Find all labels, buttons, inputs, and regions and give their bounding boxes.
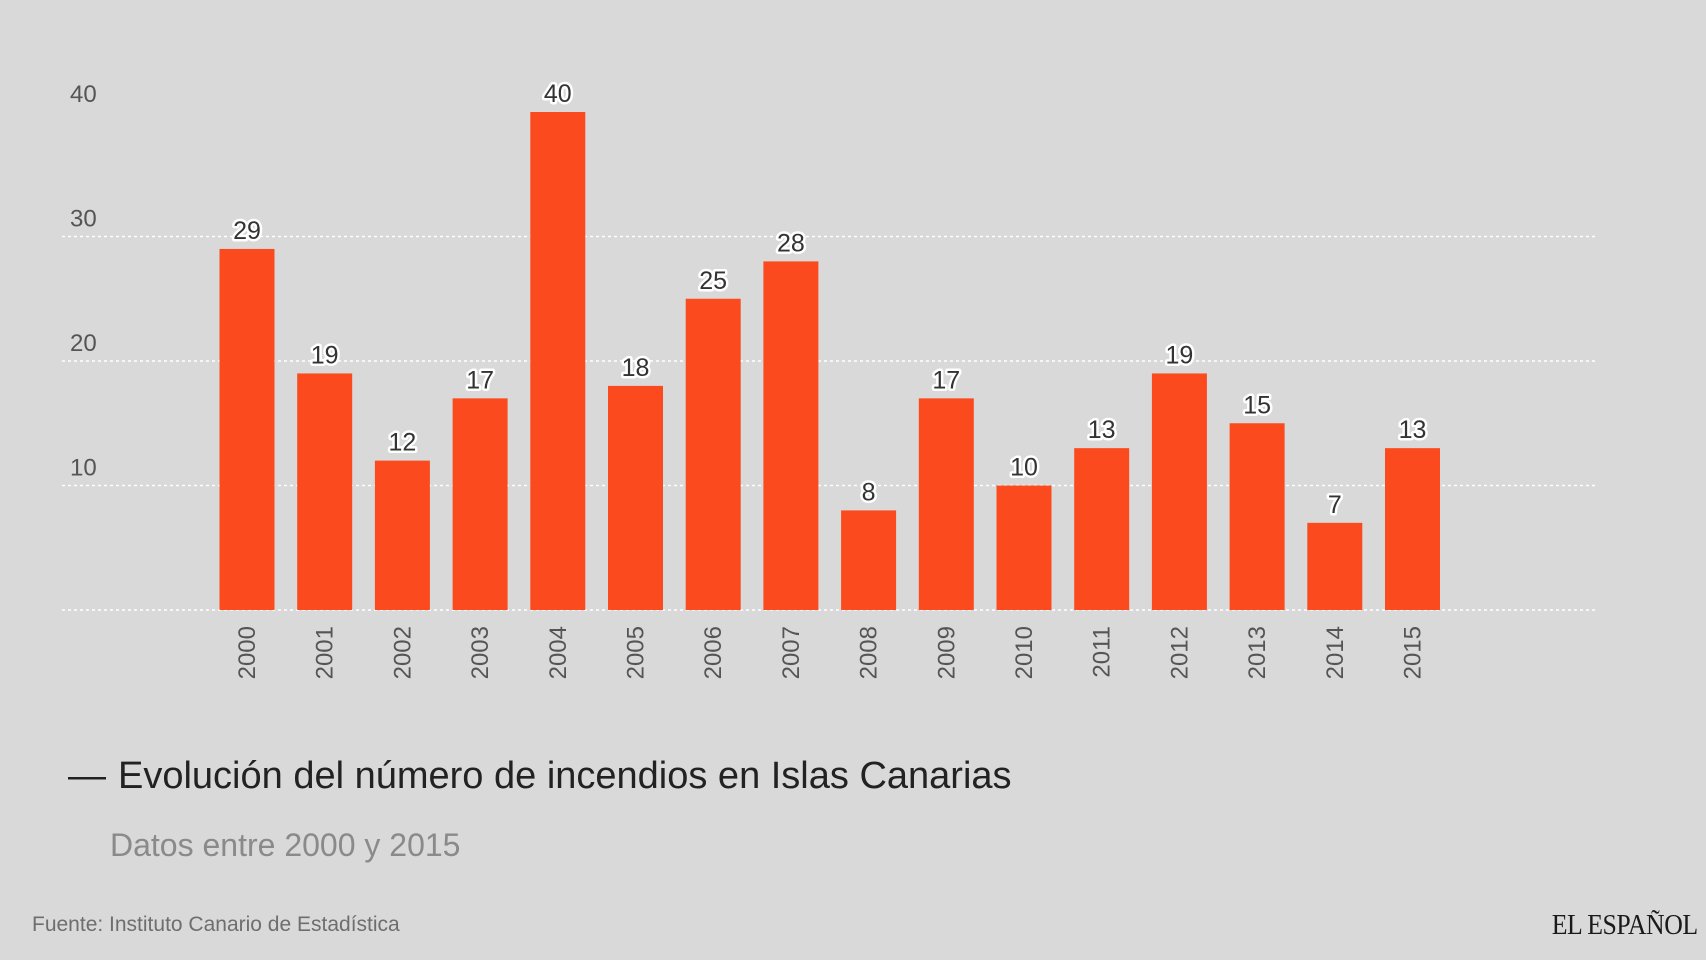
x-tick-label: 2008	[856, 626, 883, 679]
data-label-2002: 12	[388, 429, 416, 457]
data-label-2009: 17	[932, 366, 960, 394]
bar-2012	[1151, 373, 1207, 610]
x-tick-label: 2003	[467, 626, 494, 679]
data-label-2006: 25	[699, 267, 727, 295]
bar-2008	[841, 510, 897, 610]
data-label-2015: 13	[1399, 416, 1427, 444]
bar-2006	[685, 298, 741, 610]
bar-2007	[763, 261, 819, 610]
bar-2000	[219, 248, 275, 610]
data-label-2003: 17	[466, 366, 494, 394]
bar-2011	[1074, 448, 1130, 610]
data-label-2007: 28	[777, 229, 805, 257]
x-tick-label: 2002	[389, 626, 416, 679]
x-tick-label: 2011	[1089, 626, 1116, 678]
x-tick-label: 2004	[545, 626, 572, 679]
data-label-2012: 19	[1165, 341, 1193, 369]
x-tick-label: 2010	[1011, 626, 1038, 679]
y-tick-label: 10	[70, 455, 97, 482]
bar-2013	[1229, 423, 1285, 610]
bar-2004	[530, 112, 586, 610]
x-tick-label: 2014	[1322, 626, 1349, 679]
bar-2014	[1307, 522, 1363, 610]
x-tick-label: 2012	[1166, 626, 1193, 679]
y-axis-ticks: 10 20 30 40	[70, 81, 97, 482]
bar-2015	[1385, 448, 1440, 610]
data-label-2004: 40	[544, 80, 572, 108]
x-tick-label: 2009	[933, 626, 960, 679]
data-label-2013: 15	[1243, 391, 1271, 419]
data-label-2011: 13	[1088, 416, 1116, 444]
y-tick-label: 30	[70, 206, 97, 233]
x-tick-label: 2015	[1400, 626, 1427, 679]
bar-2002	[374, 460, 430, 610]
x-tick-label: 2001	[312, 626, 339, 679]
data-label-2014: 7	[1328, 491, 1342, 519]
data-label-2008: 8	[862, 478, 876, 506]
bar-2001	[297, 373, 353, 610]
chart-title-text: Evolución del número de incendios en Isl…	[118, 755, 1012, 797]
title-dash: —	[68, 755, 106, 797]
data-label-2001: 19	[311, 341, 339, 369]
y-tick-label: 40	[70, 81, 97, 108]
chart-subtitle: Datos entre 2000 y 2015	[110, 827, 461, 863]
x-tick-label: 2007	[778, 626, 805, 679]
x-tick-label: 2005	[623, 626, 650, 679]
bars	[219, 112, 1440, 610]
data-label-2010: 10	[1010, 454, 1038, 482]
bar-2005	[608, 385, 663, 610]
x-tick-label: 2006	[700, 626, 727, 679]
data-label-2005: 18	[622, 354, 650, 382]
x-tick-label: 2013	[1244, 626, 1271, 679]
data-label-2000: 29	[233, 217, 261, 245]
x-tick-label: 2000	[234, 626, 261, 679]
bar-2003	[452, 398, 508, 610]
bar-2009	[918, 398, 974, 610]
source-note: Fuente: Instituto Canario de Estadística	[32, 913, 400, 936]
brand-logo: EL ESPAÑOL	[1552, 910, 1698, 941]
y-tick-label: 20	[70, 330, 97, 357]
data-labels: 29 19 12 17 40 18 25 28 8 17 10 13 19 15 7 13	[231, 78, 1429, 522]
grid-lines	[62, 235, 1596, 611]
bar-2010	[996, 485, 1052, 610]
chart-title: — Evolución del número de incendios en Is…	[68, 755, 1012, 798]
x-axis-ticks: 2000 2001 2002 2003 2004 2005 2006 2007 2008 2009…	[234, 626, 1427, 679]
